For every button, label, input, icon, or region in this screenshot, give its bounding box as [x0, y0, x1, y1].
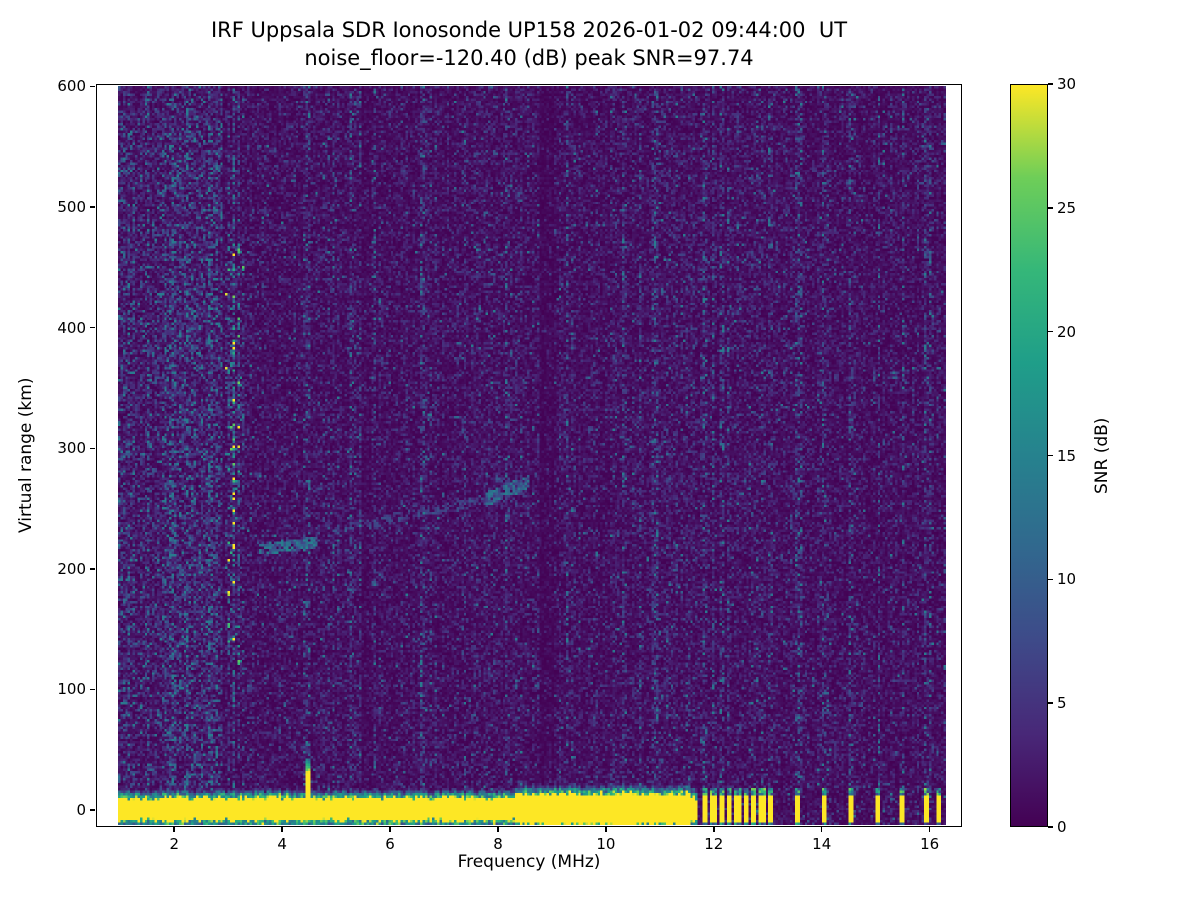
x-tick-mark	[497, 827, 499, 832]
y-tick-label: 400	[57, 318, 86, 337]
y-tick-label: 300	[57, 439, 86, 458]
x-tick-mark	[281, 827, 283, 832]
x-tick-label: 2	[169, 835, 179, 853]
x-tick-mark	[713, 827, 715, 832]
colorbar-tick-label: 25	[1057, 198, 1077, 217]
x-tick-mark	[928, 827, 931, 832]
y-tick-label: 0	[76, 801, 86, 820]
colorbar-tick-mark	[1048, 702, 1053, 704]
figure-subtitle: noise_floor=-120.40 (dB) peak SNR=97.74	[304, 46, 754, 70]
colorbar-tick-mark	[1048, 826, 1053, 828]
y-tick-label: 200	[57, 559, 86, 578]
x-tick-label: 10	[596, 835, 616, 853]
y-tick-mark	[90, 85, 95, 88]
x-axis-label: Frequency (MHz)	[457, 852, 601, 872]
x-tick-label: 12	[704, 835, 724, 853]
colorbar-tick-label: 20	[1057, 322, 1077, 341]
x-tick-mark	[820, 827, 823, 832]
x-tick-mark	[173, 827, 175, 832]
y-tick-mark	[90, 326, 95, 329]
colorbar-tick-label: 0	[1057, 818, 1067, 836]
y-tick-label: 600	[57, 77, 86, 96]
x-tick-mark	[605, 827, 607, 832]
colorbar-tick-mark	[1048, 330, 1053, 333]
y-tick-mark	[90, 447, 95, 449]
colorbar-tick-label: 30	[1057, 75, 1077, 93]
colorbar-tick-mark	[1048, 83, 1053, 85]
x-tick-mark	[389, 827, 391, 832]
x-tick-label: 14	[812, 835, 832, 853]
x-tick-label: 8	[493, 835, 503, 853]
colorbar-label: SNR (dB)	[1092, 417, 1112, 494]
figure-title: IRF Uppsala SDR Ionosonde UP158 2026-01-…	[210, 18, 848, 42]
x-tick-label: 16	[920, 835, 940, 853]
y-tick-label: 100	[57, 680, 86, 699]
colorbar-tick-mark	[1048, 454, 1053, 457]
y-tick-mark	[90, 688, 95, 691]
ionogram-heatmap	[117, 86, 946, 826]
x-tick-label: 6	[385, 835, 395, 853]
y-axis-label: Virtual range (km)	[16, 377, 36, 534]
colorbar	[1010, 84, 1048, 827]
y-tick-label: 500	[57, 198, 86, 217]
y-tick-mark	[90, 809, 95, 811]
colorbar-tick-mark	[1048, 578, 1053, 581]
colorbar-tick-label: 5	[1057, 694, 1067, 713]
colorbar-tick-mark	[1048, 207, 1053, 209]
colorbar-tick-label: 10	[1057, 570, 1077, 589]
y-tick-mark	[90, 568, 95, 570]
y-tick-mark	[90, 206, 95, 208]
x-tick-label: 4	[277, 835, 287, 853]
colorbar-tick-label: 15	[1057, 446, 1077, 465]
